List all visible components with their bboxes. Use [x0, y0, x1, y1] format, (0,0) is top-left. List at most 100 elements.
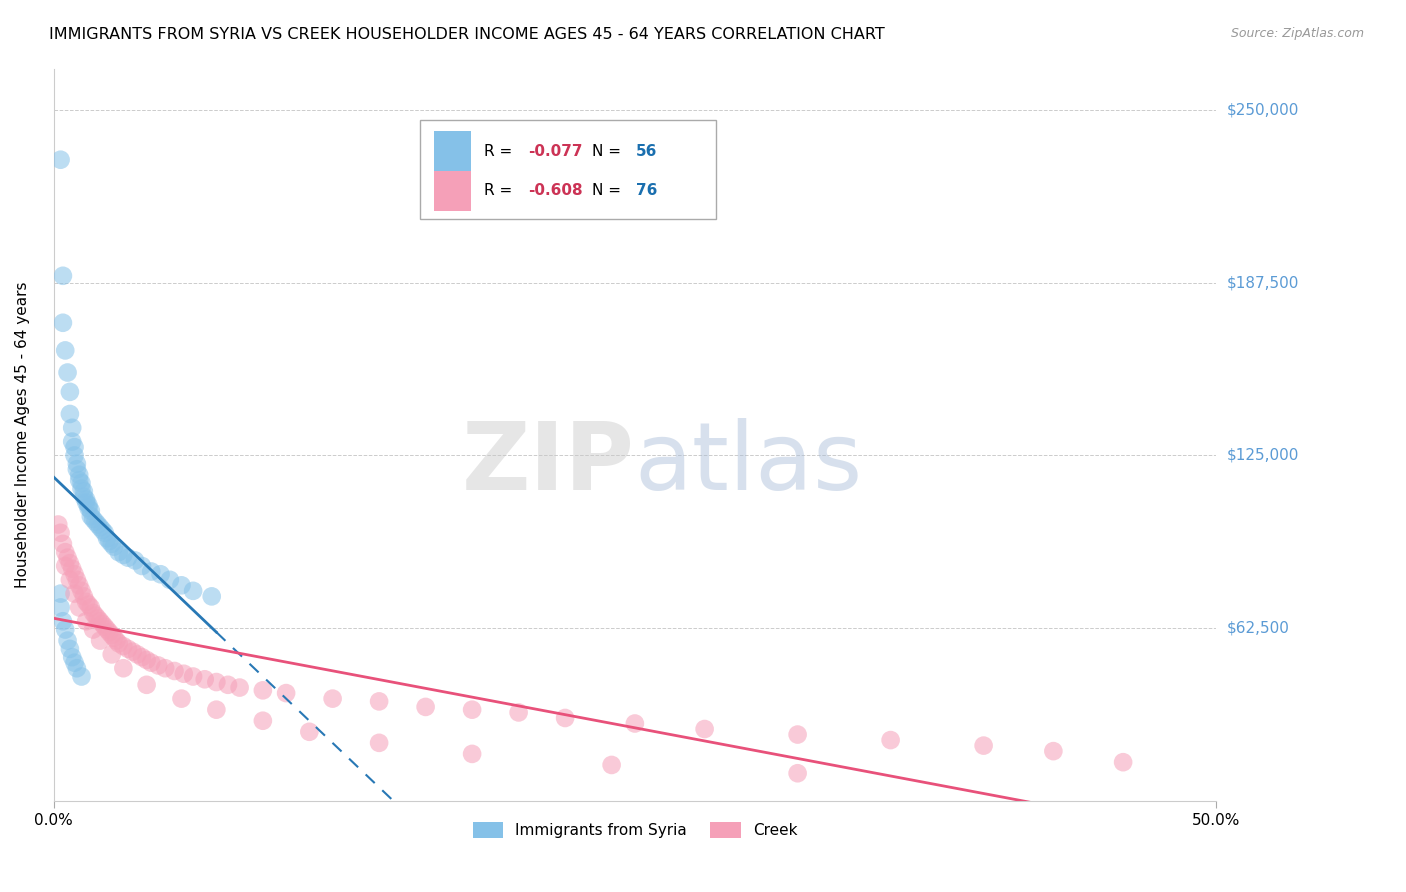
Point [49, 600, 72, 615]
Text: 76: 76 [636, 184, 658, 199]
Point [75, 492, 97, 507]
Point [100, 628, 122, 642]
Point [91, 523, 114, 537]
Point [205, 675, 228, 690]
Point [117, 550, 139, 565]
Point [461, 747, 484, 761]
Point [103, 631, 125, 645]
Point [60, 434, 83, 449]
Point [201, 590, 224, 604]
Point [121, 645, 143, 659]
Text: $62,500: $62,500 [1227, 621, 1291, 636]
Point [66, 573, 89, 587]
Point [322, 691, 344, 706]
Point [274, 686, 297, 700]
Point [1042, 744, 1064, 758]
Point [52, 537, 75, 551]
Point [56, 633, 79, 648]
Point [73, 590, 96, 604]
Point [173, 666, 195, 681]
Point [159, 573, 181, 587]
Y-axis label: Householder Income Ages 45 - 64 years: Householder Income Ages 45 - 64 years [15, 282, 30, 588]
Point [112, 661, 135, 675]
Point [693, 722, 716, 736]
Text: N =: N = [592, 144, 626, 159]
Point [131, 558, 153, 573]
Point [252, 714, 274, 728]
Text: $125,000: $125,000 [1227, 448, 1299, 463]
Point [508, 706, 530, 720]
FancyBboxPatch shape [434, 171, 471, 211]
Text: Source: ZipAtlas.com: Source: ZipAtlas.com [1230, 27, 1364, 40]
Point [170, 578, 193, 592]
Point [66, 457, 89, 471]
Point [56, 366, 79, 380]
Point [49, 586, 72, 600]
Text: -0.077: -0.077 [527, 144, 582, 159]
Text: atlas: atlas [636, 418, 863, 510]
Point [100, 648, 122, 662]
Point [73, 490, 96, 504]
Text: ZIP: ZIP [463, 418, 636, 510]
Point [96, 532, 118, 546]
Point [67, 600, 90, 615]
Point [70, 476, 93, 491]
Point [181, 669, 204, 683]
Point [77, 500, 100, 515]
FancyBboxPatch shape [420, 120, 716, 219]
Point [96, 623, 118, 637]
Text: 56: 56 [636, 144, 658, 159]
Point [127, 648, 149, 662]
Point [94, 525, 117, 540]
Point [141, 565, 163, 579]
Point [59, 384, 82, 399]
Point [84, 608, 107, 623]
Point [217, 678, 239, 692]
Point [80, 509, 103, 524]
Point [461, 703, 484, 717]
Point [52, 614, 75, 628]
Point [91, 617, 114, 632]
Point [53, 623, 76, 637]
Text: R =: R = [484, 184, 517, 199]
Point [52, 268, 75, 283]
Point [82, 623, 104, 637]
Point [600, 758, 623, 772]
Point [103, 540, 125, 554]
Point [80, 600, 103, 615]
Point [141, 656, 163, 670]
Point [77, 598, 100, 612]
Point [368, 736, 391, 750]
Point [53, 545, 76, 559]
Point [73, 484, 96, 499]
Point [554, 711, 576, 725]
Text: $250,000: $250,000 [1227, 103, 1299, 118]
Point [59, 641, 82, 656]
Point [82, 606, 104, 620]
Point [94, 620, 117, 634]
Point [53, 558, 76, 573]
Point [59, 556, 82, 570]
Point [194, 673, 217, 687]
Point [205, 703, 228, 717]
Point [66, 462, 89, 476]
Point [973, 739, 995, 753]
Point [1112, 755, 1135, 769]
Legend: Immigrants from Syria, Creek: Immigrants from Syria, Creek [467, 816, 803, 845]
Point [59, 407, 82, 421]
Point [107, 545, 129, 559]
Point [60, 421, 83, 435]
Point [131, 650, 153, 665]
Point [624, 716, 647, 731]
Text: IMMIGRANTS FROM SYRIA VS CREEK HOUSEHOLDER INCOME AGES 45 - 64 YEARS CORRELATION: IMMIGRANTS FROM SYRIA VS CREEK HOUSEHOLD… [49, 27, 884, 42]
Point [148, 658, 170, 673]
Point [100, 537, 122, 551]
Point [112, 548, 135, 562]
Point [135, 678, 157, 692]
Point [298, 724, 321, 739]
Point [66, 661, 89, 675]
Point [60, 650, 83, 665]
Point [107, 636, 129, 650]
Point [60, 562, 83, 576]
Point [53, 343, 76, 358]
